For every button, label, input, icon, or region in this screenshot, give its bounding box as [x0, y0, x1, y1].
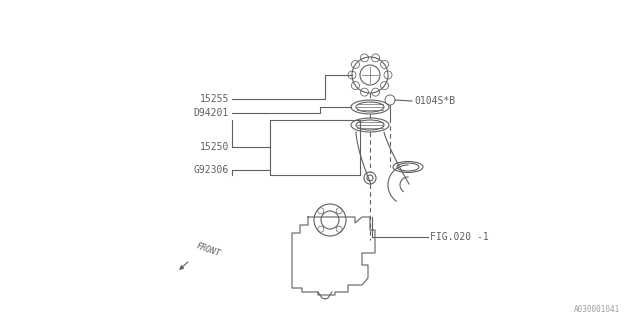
Text: G92306: G92306 [194, 165, 229, 175]
Text: FIG.020 -1: FIG.020 -1 [430, 232, 489, 242]
Text: 15255: 15255 [200, 94, 229, 104]
Text: FRONT: FRONT [195, 241, 221, 258]
Text: A030001041: A030001041 [573, 305, 620, 314]
Text: 0104S*B: 0104S*B [414, 96, 455, 106]
Text: 15250: 15250 [200, 142, 229, 152]
Text: D94201: D94201 [194, 108, 229, 118]
